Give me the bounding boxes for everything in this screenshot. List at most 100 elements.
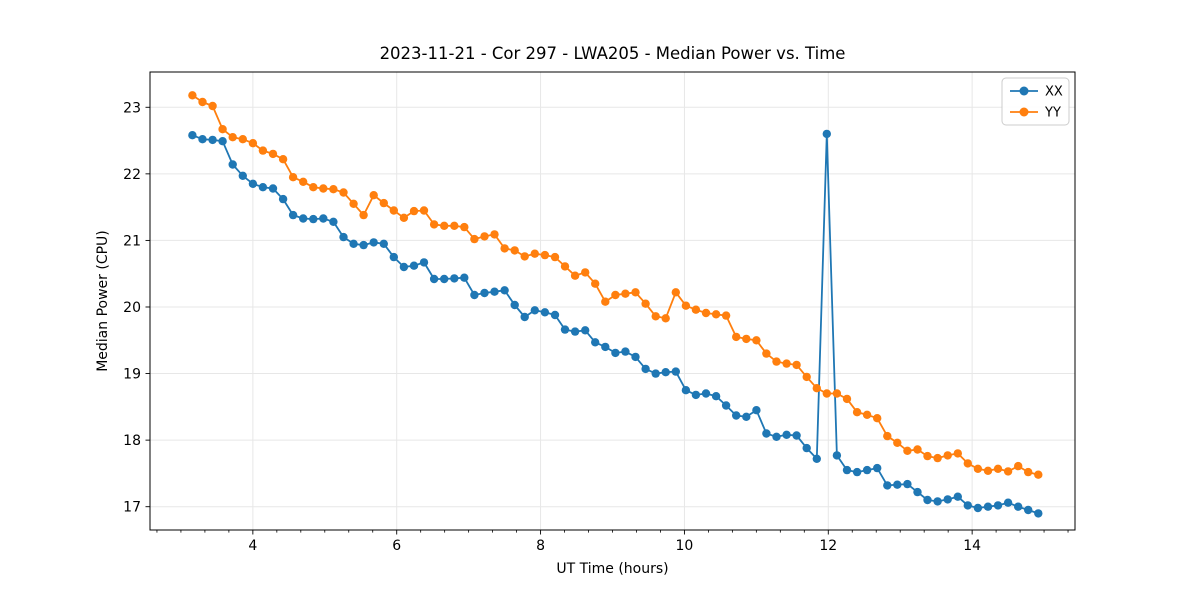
series-YY-marker xyxy=(581,268,590,277)
series-YY-marker xyxy=(842,394,852,404)
series-XX-marker xyxy=(691,390,701,400)
series-YY-marker xyxy=(661,314,670,323)
series-XX-marker xyxy=(369,238,378,247)
series-YY-marker xyxy=(732,332,741,342)
series-XX-marker xyxy=(973,503,983,513)
series-XX-marker xyxy=(903,479,912,489)
series-YY-marker xyxy=(812,384,821,393)
series-XX-marker xyxy=(772,432,781,441)
series-XX-marker xyxy=(852,467,862,477)
series-YY-marker xyxy=(691,305,701,314)
series-YY-marker xyxy=(822,389,831,398)
series-XX-marker xyxy=(520,312,529,322)
series-YY-marker xyxy=(762,349,771,358)
series-XX-marker xyxy=(379,239,388,248)
series-YY-marker xyxy=(752,336,761,345)
x-tick-label: 12 xyxy=(819,538,837,554)
series-YY-marker xyxy=(309,183,318,192)
series-YY-marker xyxy=(742,334,751,344)
series-XX-marker xyxy=(601,342,610,352)
series-XX-marker xyxy=(883,481,892,490)
series-YY-marker xyxy=(570,271,580,280)
series-XX-marker xyxy=(450,274,459,283)
series-XX-marker xyxy=(238,171,247,180)
series-YY-marker xyxy=(1023,467,1033,477)
series-YY-marker xyxy=(943,451,952,460)
legend-label-YY: YY xyxy=(1044,106,1061,121)
series-YY-marker xyxy=(993,464,1003,473)
series-XX-marker xyxy=(752,406,761,415)
series-YY-marker xyxy=(460,222,469,232)
series-YY-marker xyxy=(651,312,660,321)
series-XX-marker xyxy=(1003,498,1013,507)
series-XX-marker xyxy=(530,306,539,315)
series-XX-marker xyxy=(268,184,278,193)
series-XX-marker xyxy=(550,310,560,320)
series-XX-marker xyxy=(208,135,217,145)
series-YY-marker xyxy=(953,449,962,458)
series-YY-marker xyxy=(550,252,560,262)
series-YY-marker xyxy=(591,279,600,288)
series-YY-marker xyxy=(248,139,258,148)
series-XX-marker xyxy=(198,135,207,144)
series-YY-marker xyxy=(1014,461,1023,471)
series-XX-marker xyxy=(671,367,680,376)
series-XX-marker xyxy=(953,492,962,501)
series-YY-marker xyxy=(913,445,922,454)
series-YY-marker xyxy=(480,232,489,241)
series-YY-marker xyxy=(218,125,227,134)
series-XX-marker xyxy=(923,495,932,505)
series-YY-marker xyxy=(963,459,972,468)
series-XX-marker xyxy=(218,137,227,146)
series-YY-marker xyxy=(681,301,691,310)
series-YY-marker xyxy=(721,311,731,320)
series-YY-marker xyxy=(611,290,620,300)
series-XX-marker xyxy=(611,348,620,358)
series-XX-marker xyxy=(359,240,368,250)
series-YY-marker xyxy=(349,199,358,208)
series-YY-marker xyxy=(369,191,378,200)
series-XX-marker xyxy=(389,252,398,262)
series-XX-marker xyxy=(893,480,902,489)
y-axis-label: Median Power (CPU) xyxy=(95,230,111,372)
series-YY-marker xyxy=(641,299,650,308)
y-tick-label: 20 xyxy=(123,300,141,316)
series-XX-marker xyxy=(721,401,731,410)
series-YY-marker xyxy=(188,91,197,100)
series-YY-marker xyxy=(772,357,781,366)
series-XX-marker xyxy=(480,288,489,298)
series-YY-marker xyxy=(631,288,640,297)
y-tick-label: 22 xyxy=(123,167,141,183)
series-XX-marker xyxy=(409,261,419,270)
series-YY-marker xyxy=(288,173,298,182)
plot-area xyxy=(150,72,1075,530)
series-YY-marker xyxy=(258,146,268,155)
series-XX xyxy=(188,129,1043,518)
x-axis: 4 6 8 10 12 14 UT Time (hours) xyxy=(156,530,1069,577)
series-XX-marker xyxy=(339,232,348,242)
series-YY-marker xyxy=(671,288,680,297)
series-YY-marker xyxy=(973,464,983,473)
plot-border xyxy=(149,71,1076,531)
series-XX-marker xyxy=(278,194,288,204)
series-YY-marker xyxy=(399,213,409,222)
series-XX-marker xyxy=(510,300,519,310)
series-YY-marker xyxy=(1003,467,1013,476)
y-tick-label: 17 xyxy=(123,500,141,516)
series-XX-marker xyxy=(812,454,821,463)
series-XX-marker xyxy=(943,495,952,504)
series-YY-marker xyxy=(540,250,550,260)
series-XX-marker xyxy=(963,501,972,510)
series-YY-marker xyxy=(852,408,862,417)
series-YY-marker xyxy=(490,230,499,239)
series-XX-marker xyxy=(440,274,449,284)
series-XX-marker xyxy=(621,347,630,356)
series-YY-marker xyxy=(278,155,288,164)
x-tick-label: 14 xyxy=(963,538,981,554)
series-YY-marker xyxy=(893,438,902,447)
y-tick-label: 18 xyxy=(123,433,141,449)
series-YY-marker xyxy=(933,453,942,463)
series-XX-marker xyxy=(1034,509,1043,518)
y-tick-label: 19 xyxy=(123,367,141,383)
series-YY-marker xyxy=(983,466,993,475)
